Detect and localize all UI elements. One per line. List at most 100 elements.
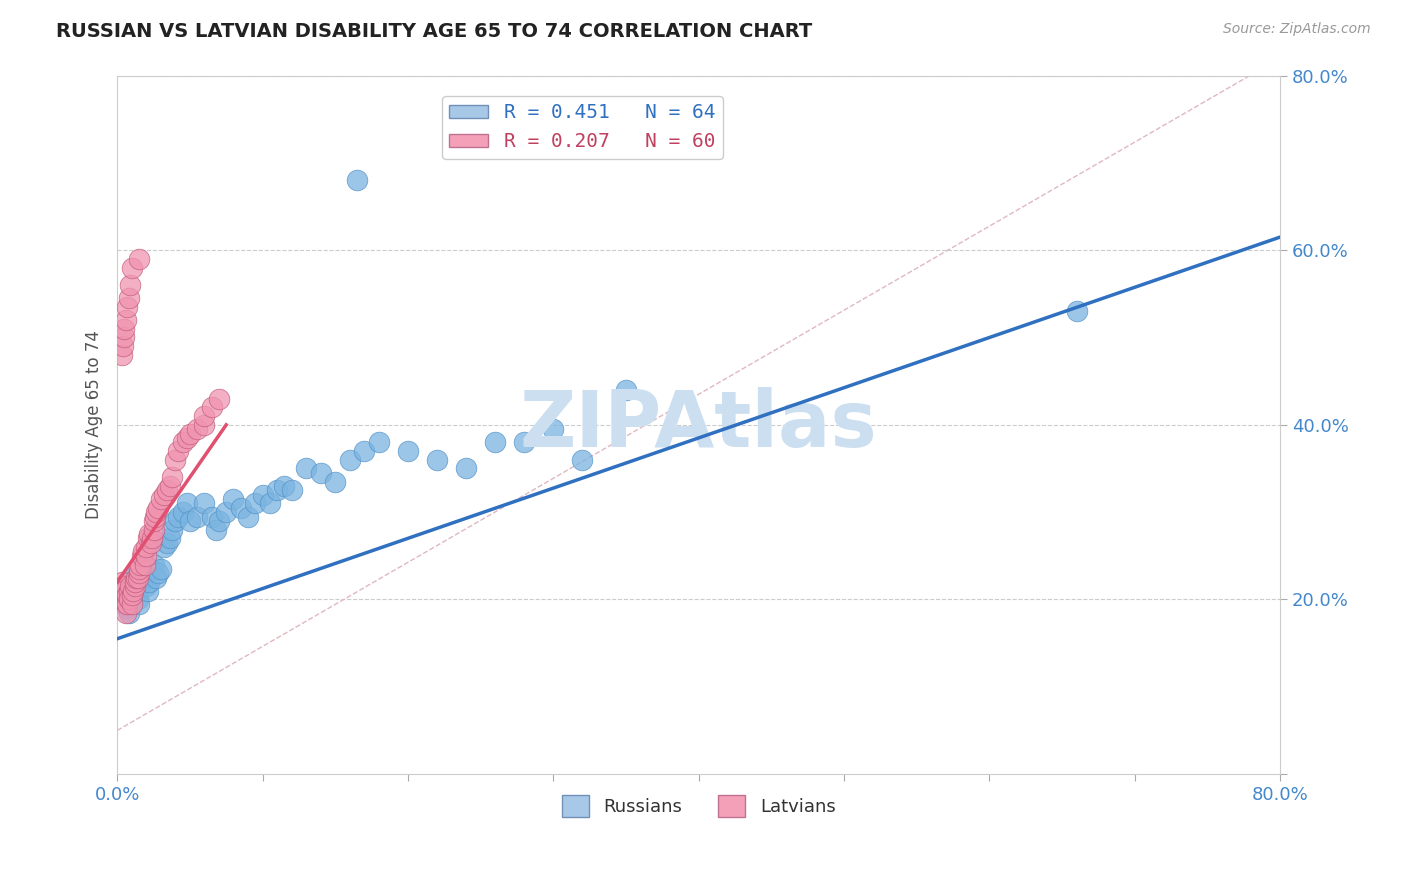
Point	[122, 583, 145, 598]
Point	[156, 483, 179, 498]
Point	[179, 514, 201, 528]
Point	[162, 470, 184, 484]
Point	[201, 509, 224, 524]
Text: Source: ZipAtlas.com: Source: ZipAtlas.com	[1223, 22, 1371, 37]
Point	[513, 435, 536, 450]
Point	[193, 496, 215, 510]
Point	[396, 444, 419, 458]
Point	[121, 588, 143, 602]
Point	[149, 562, 172, 576]
Point	[135, 549, 157, 563]
Point	[114, 597, 136, 611]
Point	[121, 597, 143, 611]
Point	[136, 583, 159, 598]
Point	[134, 558, 156, 572]
Point	[115, 606, 138, 620]
Point	[118, 291, 141, 305]
Point	[134, 566, 156, 581]
Point	[426, 452, 449, 467]
Point	[367, 435, 389, 450]
Point	[122, 583, 145, 598]
Point	[128, 597, 150, 611]
Point	[222, 491, 245, 506]
Point	[208, 392, 231, 406]
Point	[124, 579, 146, 593]
Point	[571, 452, 593, 467]
Point	[120, 278, 142, 293]
Point	[152, 540, 174, 554]
Point	[121, 571, 143, 585]
Point	[118, 583, 141, 598]
Point	[127, 592, 149, 607]
Point	[139, 535, 162, 549]
Point	[193, 409, 215, 423]
Point	[117, 588, 139, 602]
Point	[159, 532, 181, 546]
Point	[118, 606, 141, 620]
Point	[120, 579, 142, 593]
Point	[193, 417, 215, 432]
Point	[128, 566, 150, 581]
Point	[142, 514, 165, 528]
Point	[117, 601, 139, 615]
Point	[156, 535, 179, 549]
Point	[167, 444, 190, 458]
Point	[146, 566, 169, 581]
Point	[323, 475, 346, 489]
Point	[236, 509, 259, 524]
Point	[186, 422, 208, 436]
Legend: Russians, Latvians: Russians, Latvians	[554, 788, 842, 824]
Point	[172, 505, 194, 519]
Point	[124, 588, 146, 602]
Point	[131, 574, 153, 589]
Point	[121, 260, 143, 275]
Point	[162, 523, 184, 537]
Point	[186, 509, 208, 524]
Point	[132, 544, 155, 558]
Point	[110, 348, 132, 362]
Point	[124, 574, 146, 589]
Point	[145, 571, 167, 585]
Point	[138, 527, 160, 541]
Point	[149, 491, 172, 506]
Text: RUSSIAN VS LATVIAN DISABILITY AGE 65 TO 74 CORRELATION CHART: RUSSIAN VS LATVIAN DISABILITY AGE 65 TO …	[56, 22, 813, 41]
Point	[135, 579, 157, 593]
Point	[252, 488, 274, 502]
Point	[484, 435, 506, 450]
Point	[110, 574, 132, 589]
Point	[129, 579, 152, 593]
Point	[114, 330, 136, 344]
Point	[129, 558, 152, 572]
Point	[139, 562, 162, 576]
Point	[259, 496, 281, 510]
Point	[176, 496, 198, 510]
Point	[273, 479, 295, 493]
Point	[146, 500, 169, 515]
Point	[454, 461, 477, 475]
Point	[132, 571, 155, 585]
Point	[280, 483, 302, 498]
Point	[167, 509, 190, 524]
Text: ZIPAtlas: ZIPAtlas	[520, 387, 877, 463]
Point	[118, 592, 141, 607]
Point	[309, 466, 332, 480]
Point	[215, 505, 238, 519]
Point	[138, 574, 160, 589]
Point	[266, 483, 288, 498]
Point	[114, 583, 136, 598]
Point	[125, 579, 148, 593]
Point	[201, 401, 224, 415]
Point	[176, 431, 198, 445]
Point	[128, 562, 150, 576]
Point	[152, 488, 174, 502]
Point	[117, 597, 139, 611]
Point	[208, 514, 231, 528]
Point	[121, 579, 143, 593]
Point	[114, 322, 136, 336]
Point	[145, 505, 167, 519]
Point	[229, 500, 252, 515]
Point	[120, 574, 142, 589]
Point	[125, 571, 148, 585]
Point	[135, 540, 157, 554]
Point	[165, 452, 187, 467]
